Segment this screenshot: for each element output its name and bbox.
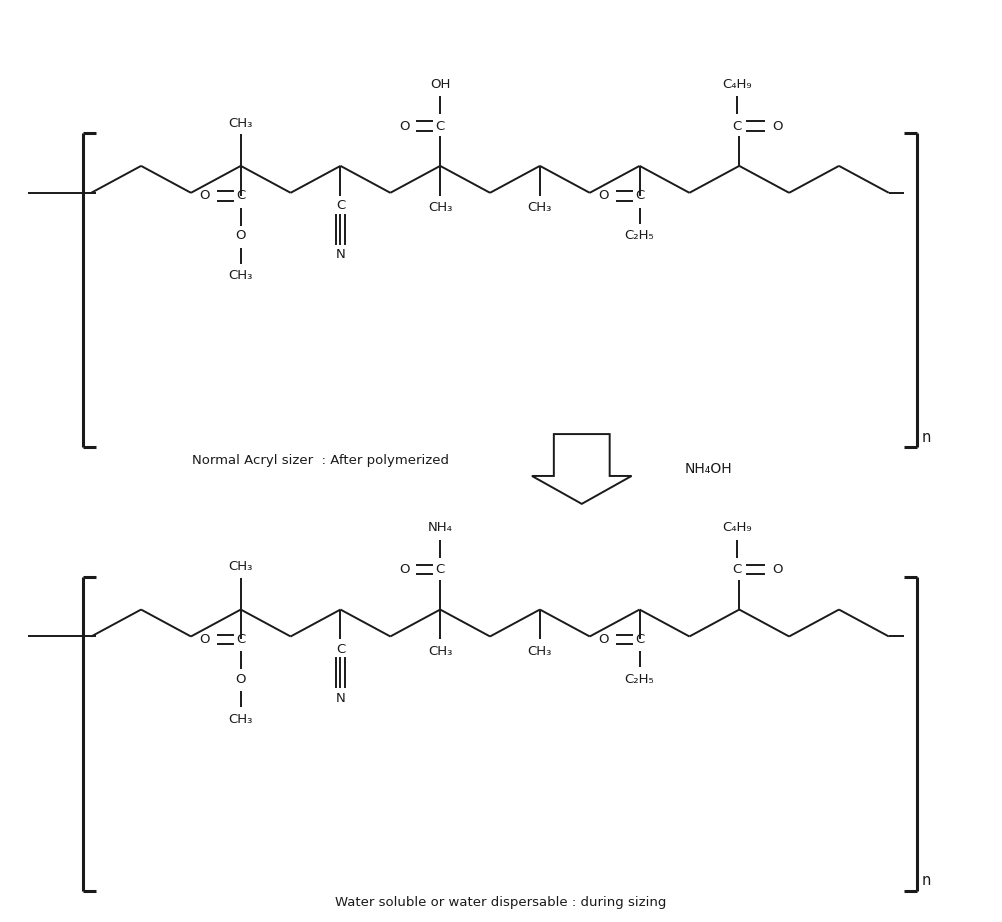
Text: O: O	[399, 120, 410, 133]
Text: C: C	[635, 633, 644, 646]
Text: CH₃: CH₃	[528, 201, 552, 214]
Text: C: C	[236, 633, 245, 646]
Text: Water soluble or water dispersable : during sizing: Water soluble or water dispersable : dur…	[336, 896, 666, 909]
Text: CH₃: CH₃	[428, 201, 452, 214]
Text: CH₃: CH₃	[228, 269, 253, 282]
Text: C: C	[635, 189, 644, 202]
Text: O: O	[598, 633, 609, 646]
Text: C: C	[336, 199, 345, 212]
Text: C: C	[236, 189, 245, 202]
Text: C: C	[732, 563, 741, 576]
Text: NH₄: NH₄	[428, 521, 453, 534]
Polygon shape	[532, 434, 631, 503]
Text: O: O	[772, 563, 783, 576]
Text: C: C	[336, 643, 345, 656]
Text: CH₃: CH₃	[528, 644, 552, 658]
Text: C: C	[436, 120, 445, 133]
Text: O: O	[598, 189, 609, 202]
Text: C₂H₅: C₂H₅	[624, 673, 654, 686]
Text: CH₃: CH₃	[228, 116, 253, 129]
Text: n: n	[922, 873, 932, 888]
Text: O: O	[199, 633, 210, 646]
Text: C: C	[436, 563, 445, 576]
Text: O: O	[772, 120, 783, 133]
Text: O: O	[199, 189, 210, 202]
Text: CH₃: CH₃	[228, 713, 253, 726]
Text: n: n	[922, 430, 932, 444]
Text: C₄H₉: C₄H₉	[722, 521, 753, 534]
Text: C₂H₅: C₂H₅	[624, 230, 654, 242]
Text: CH₃: CH₃	[428, 644, 452, 658]
Text: OH: OH	[430, 77, 450, 90]
Text: NH₄OH: NH₄OH	[684, 462, 732, 476]
Text: O: O	[399, 563, 410, 576]
Text: Normal Acryl sizer  : After polymerized: Normal Acryl sizer : After polymerized	[192, 454, 449, 467]
Text: N: N	[336, 692, 346, 704]
Text: N: N	[336, 248, 346, 261]
Text: C: C	[732, 120, 741, 133]
Text: O: O	[235, 673, 246, 686]
Text: C₄H₉: C₄H₉	[722, 77, 753, 90]
Text: CH₃: CH₃	[228, 561, 253, 573]
Text: O: O	[235, 230, 246, 242]
